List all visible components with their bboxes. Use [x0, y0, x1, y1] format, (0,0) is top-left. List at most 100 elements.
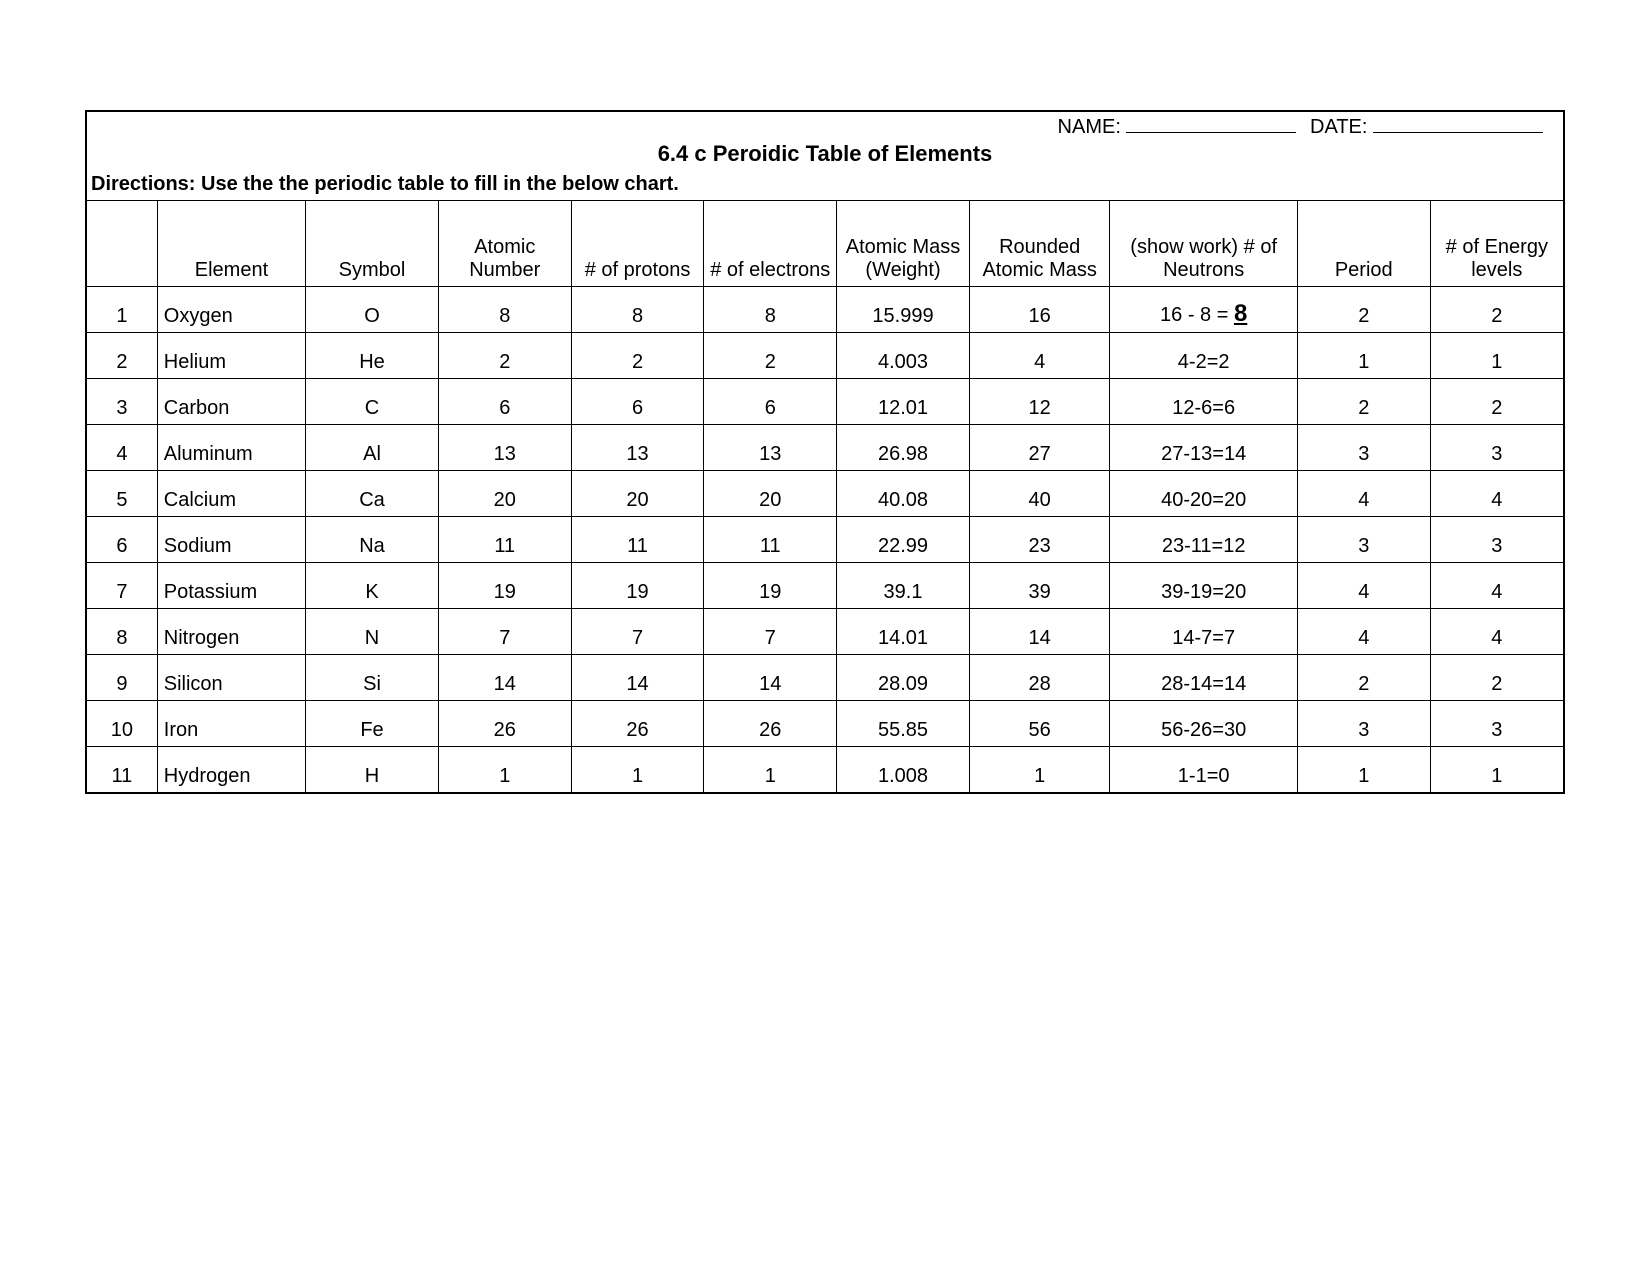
neutron-work: 16 - 8 =: [1160, 304, 1234, 326]
worksheet-container: NAME: DATE: 6.4 c Peroidic Table of Elem…: [85, 110, 1565, 794]
cell-rounded: 14: [969, 608, 1110, 654]
cell-symbol: H: [306, 746, 439, 792]
cell-energy: 4: [1430, 608, 1563, 654]
cell-neutrons: 4-2=2: [1110, 332, 1297, 378]
cell-energy: 4: [1430, 470, 1563, 516]
cell-protons: 11: [571, 516, 704, 562]
table-header-row: Element Symbol Atomic Number # of proton…: [87, 201, 1563, 286]
cell-energy: 2: [1430, 654, 1563, 700]
cell-neutrons: 1-1=0: [1110, 746, 1297, 792]
col-header-protons: # of protons: [571, 201, 704, 286]
table-row: 2HeliumHe2224.00344-2=211: [87, 332, 1563, 378]
cell-period: 3: [1297, 700, 1430, 746]
cell-neutrons: 28-14=14: [1110, 654, 1297, 700]
cell-element: Silicon: [157, 654, 305, 700]
cell-protons: 1: [571, 746, 704, 792]
cell-protons: 20: [571, 470, 704, 516]
cell-protons: 7: [571, 608, 704, 654]
cell-period: 3: [1297, 424, 1430, 470]
table-row: 4AluminumAl13131326.982727-13=1433: [87, 424, 1563, 470]
cell-electrons: 13: [704, 424, 837, 470]
cell-mass: 40.08: [837, 470, 970, 516]
cell-atomic_number: 14: [438, 654, 571, 700]
cell-neutrons: 12-6=6: [1110, 378, 1297, 424]
cell-protons: 26: [571, 700, 704, 746]
cell-rounded: 56: [969, 700, 1110, 746]
cell-electrons: 26: [704, 700, 837, 746]
cell-num: 6: [87, 516, 157, 562]
cell-element: Nitrogen: [157, 608, 305, 654]
cell-neutrons: 23-11=12: [1110, 516, 1297, 562]
table-row: 1OxygenO88815.9991616 - 8 = 822: [87, 286, 1563, 332]
cell-atomic_number: 1: [438, 746, 571, 792]
elements-table: Element Symbol Atomic Number # of proton…: [87, 201, 1563, 792]
cell-energy: 3: [1430, 700, 1563, 746]
cell-atomic_number: 6: [438, 378, 571, 424]
table-row: 9SiliconSi14141428.092828-14=1422: [87, 654, 1563, 700]
cell-electrons: 1: [704, 746, 837, 792]
col-header-atomic-number: Atomic Number: [438, 201, 571, 286]
worksheet-directions: Directions: Use the the periodic table t…: [87, 171, 1563, 200]
cell-energy: 2: [1430, 378, 1563, 424]
cell-neutrons: 14-7=7: [1110, 608, 1297, 654]
name-field-line[interactable]: [1126, 119, 1296, 133]
cell-num: 8: [87, 608, 157, 654]
cell-num: 11: [87, 746, 157, 792]
cell-symbol: Al: [306, 424, 439, 470]
cell-rounded: 27: [969, 424, 1110, 470]
col-header-symbol: Symbol: [306, 201, 439, 286]
col-header-energy: # of Energy levels: [1430, 201, 1563, 286]
cell-mass: 15.999: [837, 286, 970, 332]
cell-electrons: 11: [704, 516, 837, 562]
cell-mass: 4.003: [837, 332, 970, 378]
cell-mass: 39.1: [837, 562, 970, 608]
cell-period: 2: [1297, 286, 1430, 332]
table-body: 1OxygenO88815.9991616 - 8 = 8222HeliumHe…: [87, 286, 1563, 792]
cell-mass: 12.01: [837, 378, 970, 424]
cell-electrons: 6: [704, 378, 837, 424]
cell-atomic_number: 13: [438, 424, 571, 470]
cell-neutrons: 39-19=20: [1110, 562, 1297, 608]
cell-energy: 3: [1430, 516, 1563, 562]
cell-energy: 2: [1430, 286, 1563, 332]
cell-neutrons: 16 - 8 = 8: [1110, 286, 1297, 332]
col-header-neutrons: (show work) # of Neutrons: [1110, 201, 1297, 286]
cell-element: Sodium: [157, 516, 305, 562]
cell-mass: 14.01: [837, 608, 970, 654]
cell-symbol: N: [306, 608, 439, 654]
cell-element: Calcium: [157, 470, 305, 516]
col-header-element: Element: [157, 201, 305, 286]
cell-element: Hydrogen: [157, 746, 305, 792]
col-header-rounded: Rounded Atomic Mass: [969, 201, 1110, 286]
cell-period: 4: [1297, 608, 1430, 654]
cell-symbol: Si: [306, 654, 439, 700]
cell-element: Oxygen: [157, 286, 305, 332]
cell-mass: 26.98: [837, 424, 970, 470]
cell-symbol: K: [306, 562, 439, 608]
cell-rounded: 23: [969, 516, 1110, 562]
cell-electrons: 14: [704, 654, 837, 700]
date-field-line[interactable]: [1373, 119, 1543, 133]
date-label: DATE:: [1310, 116, 1367, 138]
cell-num: 3: [87, 378, 157, 424]
table-row: 8NitrogenN77714.011414-7=744: [87, 608, 1563, 654]
cell-atomic_number: 2: [438, 332, 571, 378]
cell-electrons: 2: [704, 332, 837, 378]
cell-electrons: 8: [704, 286, 837, 332]
neutron-result: 8: [1234, 300, 1247, 327]
cell-symbol: Na: [306, 516, 439, 562]
cell-atomic_number: 8: [438, 286, 571, 332]
cell-protons: 6: [571, 378, 704, 424]
worksheet-title: 6.4 c Peroidic Table of Elements: [87, 139, 1563, 171]
col-header-mass: Atomic Mass (Weight): [837, 201, 970, 286]
cell-element: Iron: [157, 700, 305, 746]
cell-protons: 19: [571, 562, 704, 608]
cell-atomic_number: 11: [438, 516, 571, 562]
cell-rounded: 28: [969, 654, 1110, 700]
cell-electrons: 7: [704, 608, 837, 654]
cell-num: 1: [87, 286, 157, 332]
cell-rounded: 4: [969, 332, 1110, 378]
cell-atomic_number: 7: [438, 608, 571, 654]
cell-period: 2: [1297, 654, 1430, 700]
cell-period: 1: [1297, 332, 1430, 378]
